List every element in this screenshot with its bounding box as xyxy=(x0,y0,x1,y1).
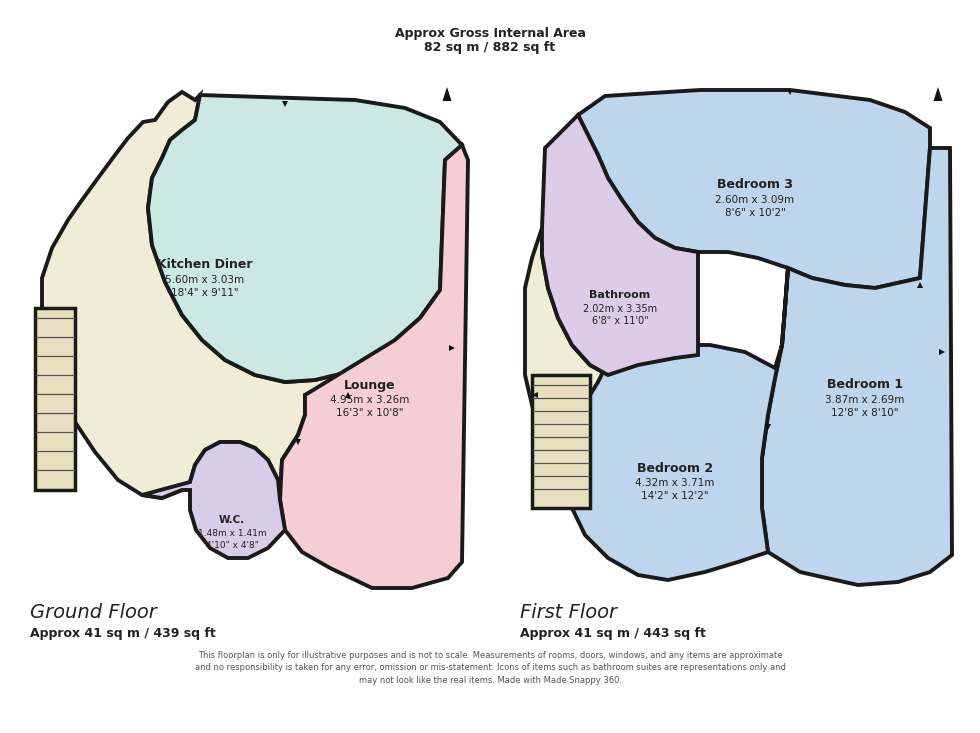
Polygon shape xyxy=(35,308,75,490)
Polygon shape xyxy=(42,92,375,500)
Polygon shape xyxy=(449,345,455,351)
Polygon shape xyxy=(578,90,930,288)
Text: 6'8" x 11'0": 6'8" x 11'0" xyxy=(592,316,649,326)
Polygon shape xyxy=(142,442,285,558)
Text: 82 sq m / 882 sq ft: 82 sq m / 882 sq ft xyxy=(424,42,556,54)
Polygon shape xyxy=(148,95,462,382)
Text: Kitchen Diner: Kitchen Diner xyxy=(157,259,253,271)
Text: 2.60m x 3.09m: 2.60m x 3.09m xyxy=(715,195,795,205)
Text: 14'2" x 12'2": 14'2" x 12'2" xyxy=(641,491,709,501)
Text: W.C.: W.C. xyxy=(219,515,245,525)
Text: This floorplan is only for illustrative purposes and is not to scale. Measuremen: This floorplan is only for illustrative … xyxy=(195,651,785,685)
Text: 18'4" x 9'11": 18'4" x 9'11" xyxy=(172,288,239,298)
Text: 2.02m x 3.35m: 2.02m x 3.35m xyxy=(583,304,657,314)
Text: 5.60m x 3.03m: 5.60m x 3.03m xyxy=(166,275,245,285)
Text: 12'8" x 8'10": 12'8" x 8'10" xyxy=(831,408,899,418)
Text: Bathroom: Bathroom xyxy=(589,290,651,300)
Polygon shape xyxy=(282,101,288,107)
Text: Approx Gross Internal Area: Approx Gross Internal Area xyxy=(395,26,585,40)
Text: 1.48m x 1.41m: 1.48m x 1.41m xyxy=(198,529,267,539)
Polygon shape xyxy=(762,148,952,585)
Polygon shape xyxy=(787,89,793,95)
Text: Bedroom 1: Bedroom 1 xyxy=(827,378,903,391)
Polygon shape xyxy=(917,282,923,288)
Polygon shape xyxy=(532,392,538,398)
Polygon shape xyxy=(939,349,945,355)
Polygon shape xyxy=(345,392,351,398)
Text: 16'3" x 10'8": 16'3" x 10'8" xyxy=(336,408,404,418)
Text: Approx 41 sq m / 443 sq ft: Approx 41 sq m / 443 sq ft xyxy=(520,627,706,639)
Text: Bedroom 2: Bedroom 2 xyxy=(637,462,713,474)
Text: 4.95m x 3.26m: 4.95m x 3.26m xyxy=(330,395,410,405)
Polygon shape xyxy=(280,145,468,588)
Text: Lounge: Lounge xyxy=(344,378,396,391)
Polygon shape xyxy=(532,375,590,508)
Polygon shape xyxy=(525,228,768,512)
Polygon shape xyxy=(295,439,301,445)
Polygon shape xyxy=(765,424,771,430)
Text: 3.87m x 2.69m: 3.87m x 2.69m xyxy=(825,395,905,405)
Text: Ground Floor: Ground Floor xyxy=(30,603,157,622)
Text: Bedroom 3: Bedroom 3 xyxy=(717,179,793,191)
Polygon shape xyxy=(542,115,698,375)
Text: First Floor: First Floor xyxy=(520,603,617,622)
Polygon shape xyxy=(443,87,452,101)
Text: 4'10" x 4'8": 4'10" x 4'8" xyxy=(206,540,259,550)
Text: Approx 41 sq m / 439 sq ft: Approx 41 sq m / 439 sq ft xyxy=(30,627,216,639)
Polygon shape xyxy=(934,87,943,101)
Text: 4.32m x 3.71m: 4.32m x 3.71m xyxy=(635,478,714,488)
Polygon shape xyxy=(568,268,788,580)
Text: 8'6" x 10'2": 8'6" x 10'2" xyxy=(724,208,785,218)
